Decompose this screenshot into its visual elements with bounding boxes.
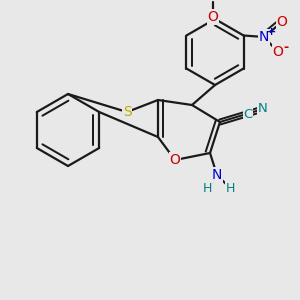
Text: N: N bbox=[258, 103, 268, 116]
Text: H: H bbox=[225, 182, 235, 194]
Text: -: - bbox=[284, 41, 289, 55]
Text: C: C bbox=[243, 109, 253, 122]
Text: S: S bbox=[123, 105, 131, 119]
Text: O: O bbox=[277, 15, 287, 29]
Text: +: + bbox=[267, 27, 277, 37]
Text: N: N bbox=[259, 30, 269, 44]
Text: O: O bbox=[208, 10, 218, 24]
Text: O: O bbox=[169, 153, 180, 167]
Text: H: H bbox=[202, 182, 212, 194]
Text: N: N bbox=[212, 168, 222, 182]
Text: O: O bbox=[273, 45, 283, 59]
